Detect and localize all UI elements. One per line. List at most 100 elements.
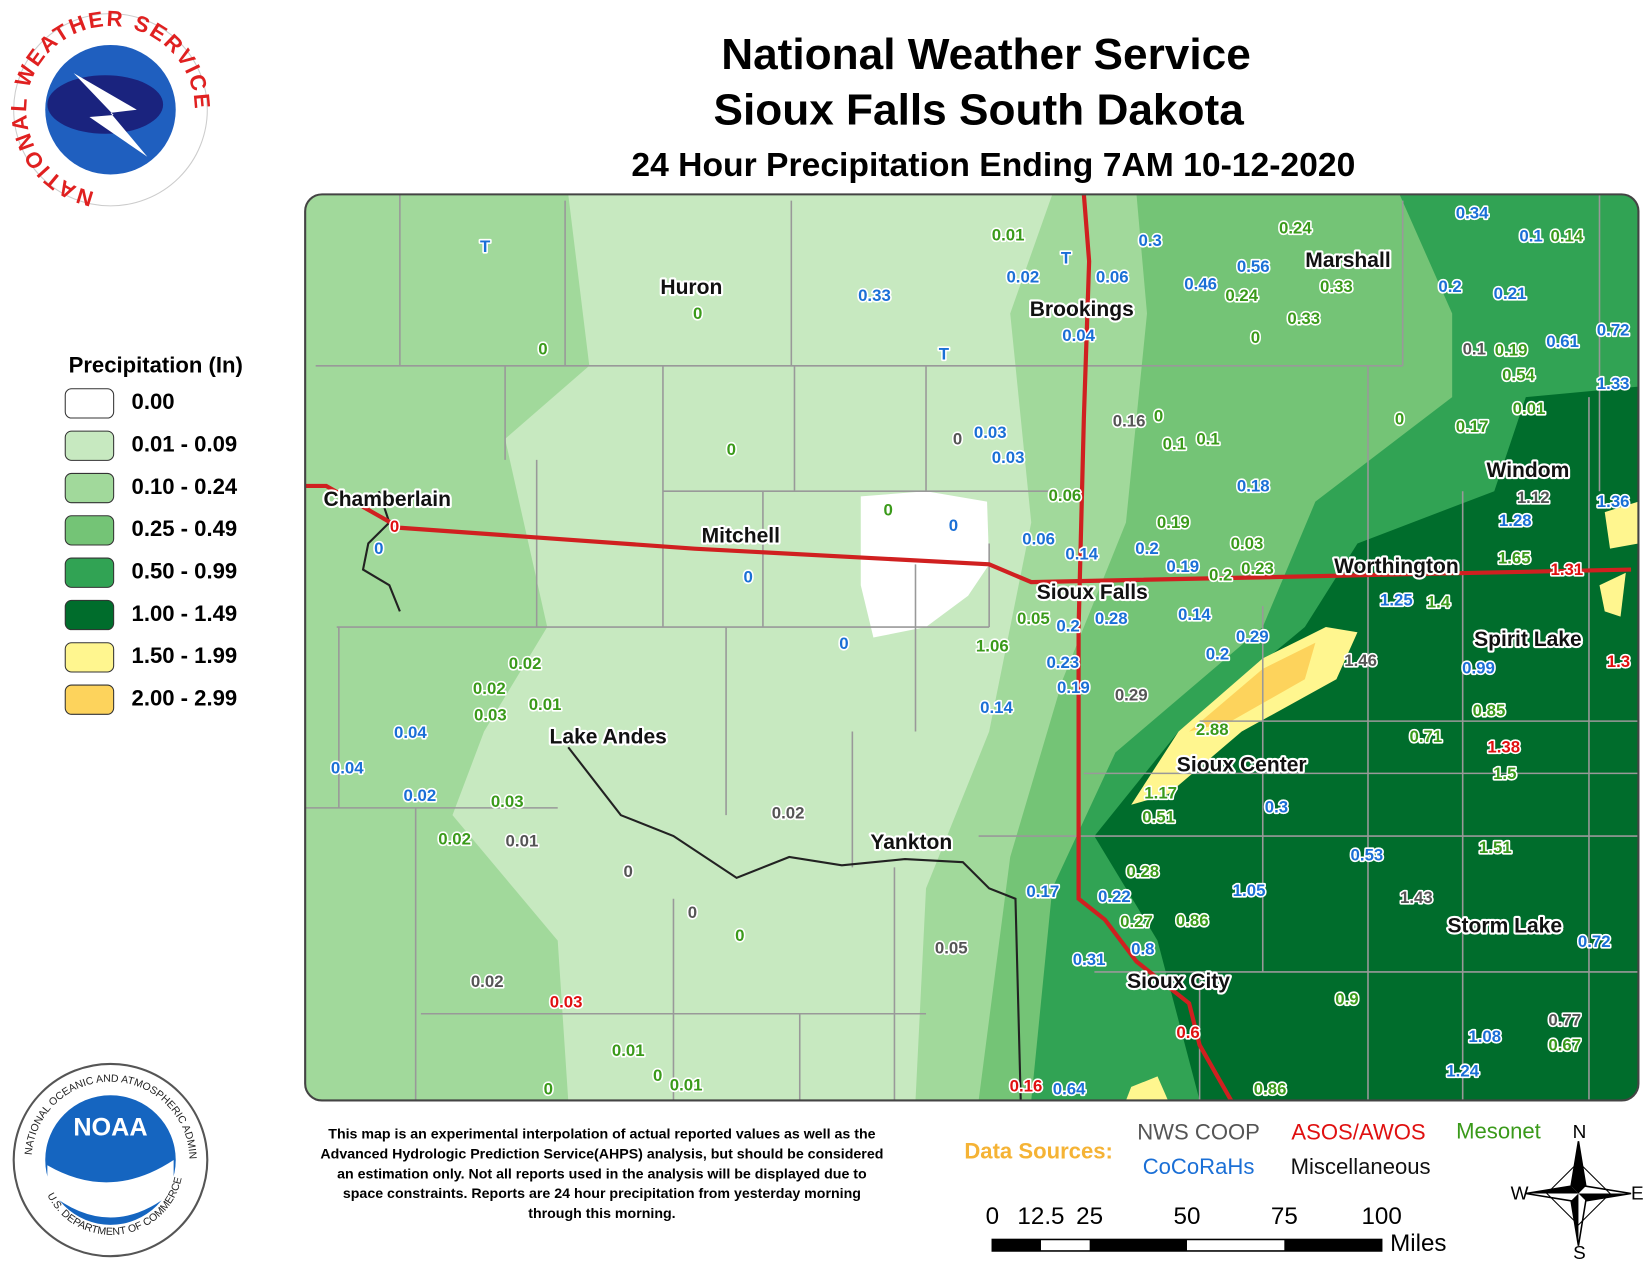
compass-diamond <box>1546 1161 1611 1226</box>
legend-label: 0.50 - 0.99 <box>132 559 238 584</box>
map-labels: 0.1601.460.290.020.01000.051.430.020.11.… <box>321 202 1631 1100</box>
station-value: 0.01 <box>1513 399 1546 418</box>
station-value: 0.02 <box>438 830 471 849</box>
precip-area <box>1125 1076 1169 1101</box>
scale-label: 100 <box>1361 1203 1401 1230</box>
station-value: 0.1 <box>1463 340 1486 359</box>
title: National Weather Service <box>721 30 1251 79</box>
legend-label: 2.00 - 2.99 <box>132 686 238 711</box>
station-value: T <box>1061 249 1072 268</box>
station-value: T <box>480 237 491 256</box>
legend-label: 0.10 - 0.24 <box>132 474 238 499</box>
nws-logo: NATIONAL WEATHER SERVICE <box>6 6 213 212</box>
scale-label: 12.5 <box>1017 1203 1064 1230</box>
legend-swatch <box>64 430 115 461</box>
station-value: 1.05 <box>1233 881 1266 900</box>
station-value: 1.08 <box>1468 1027 1501 1046</box>
station-value: 0 <box>1251 328 1260 347</box>
station-value: 0.1 <box>1519 227 1542 246</box>
station-value: 1.3 <box>1607 652 1630 671</box>
station-value: 0.14 <box>1550 227 1583 246</box>
station-value: 0.06 <box>1049 486 1082 505</box>
disclaimer-line: an estimation only. Not all reports used… <box>337 1165 867 1181</box>
logo-gull <box>47 1160 174 1218</box>
source-label: Miscellaneous <box>1291 1154 1431 1179</box>
station-value: 0.17 <box>1026 882 1059 901</box>
disclaimer-line: This map is an experimental interpolatio… <box>328 1126 875 1142</box>
precip-area <box>1599 572 1626 617</box>
station-value: 0.16 <box>1113 412 1146 431</box>
county-lines <box>305 194 1639 1101</box>
station-value: 0.29 <box>1115 685 1148 704</box>
precip-area <box>1189 642 1316 732</box>
station-value: 0 <box>544 1079 553 1098</box>
city-label: Storm Lake <box>1447 915 1562 938</box>
station-value: 1.33 <box>1597 374 1630 393</box>
data-sources: Data Sources: NWS COOP ASOS/AWOS Mesonet Co… <box>964 1119 1541 1179</box>
station-value: 0 <box>374 539 383 558</box>
station-value: 0.05 <box>1017 609 1050 628</box>
scale-label: 25 <box>1076 1203 1103 1230</box>
station-value: 0.21 <box>1494 284 1527 303</box>
source-label: ASOS/AWOS <box>1291 1120 1425 1145</box>
legend-swatch <box>64 557 115 588</box>
station-value: 0 <box>688 903 697 922</box>
station-value: 0 <box>735 926 744 945</box>
logo-noaa: NOAA <box>73 1113 147 1141</box>
header: National Weather Service Sioux Falls Sou… <box>631 30 1355 184</box>
interstate <box>305 483 1632 585</box>
station-value: 0.61 <box>1546 332 1579 351</box>
logo-bolt <box>73 73 148 157</box>
station-value: 0.19 <box>1157 513 1190 532</box>
station-value: 0.04 <box>394 723 427 742</box>
station-value: 0.56 <box>1237 257 1270 276</box>
legend-label: 1.00 - 1.49 <box>132 601 238 626</box>
station-value: 0.04 <box>331 759 364 778</box>
station-value: 1.17 <box>1144 784 1177 803</box>
station-value: 0.24 <box>1225 286 1258 305</box>
compass-needle <box>1571 1141 1586 1194</box>
station-value: 1.65 <box>1498 549 1531 568</box>
station-value: 1.25 <box>1380 590 1413 609</box>
subtitle: Sioux Falls South Dakota <box>713 86 1244 135</box>
station-value: 1.46 <box>1344 651 1377 670</box>
station-value: 0.03 <box>550 993 583 1012</box>
station-value: 0.01 <box>506 832 539 851</box>
compass-needle <box>1578 1193 1632 1201</box>
scale-segment <box>1284 1239 1382 1251</box>
station-value: 0.02 <box>1006 267 1039 286</box>
compass-needle <box>1525 1186 1579 1194</box>
disclaimer: This map is an experimental interpolatio… <box>320 1126 883 1221</box>
legend-swatch <box>64 599 115 631</box>
station-value: 0.03 <box>992 448 1025 467</box>
legend: Precipitation (In) 0.00 0.01 - 0.09 0.10 -… <box>64 353 243 715</box>
disclaimer-line: through this morning. <box>528 1205 675 1221</box>
precip-area <box>860 491 990 638</box>
station-value: 0.06 <box>1022 530 1055 549</box>
compass-e: E <box>1631 1183 1644 1204</box>
station-value: 0.2 <box>1056 617 1079 636</box>
station-value: 0.86 <box>1254 1079 1287 1098</box>
city-label: Spirit Lake <box>1474 628 1582 651</box>
station-value: 0 <box>653 1066 662 1085</box>
station-value: 1.51 <box>1479 838 1512 857</box>
station-value: 0.19 <box>1495 341 1528 360</box>
station-value: 0.22 <box>1098 887 1131 906</box>
station-value: 0.16 <box>1010 1076 1043 1095</box>
station-value: 0.33 <box>858 286 891 305</box>
precip-area <box>305 194 590 1101</box>
station-value: 0.14 <box>1065 544 1098 563</box>
station-value: 0.01 <box>612 1041 645 1060</box>
legend-label: 1.50 - 1.99 <box>132 643 238 668</box>
station-value: 0 <box>744 567 753 586</box>
city-label: Huron <box>660 276 722 299</box>
station-value: 0.72 <box>1578 932 1611 951</box>
station-value: 0.31 <box>1073 950 1106 969</box>
station-value: 0.18 <box>1237 476 1270 495</box>
station-value: 0 <box>624 862 633 881</box>
city-label: Lake Andes <box>550 725 667 748</box>
station-value: 0.02 <box>473 679 506 698</box>
station-value: 0 <box>883 501 892 520</box>
